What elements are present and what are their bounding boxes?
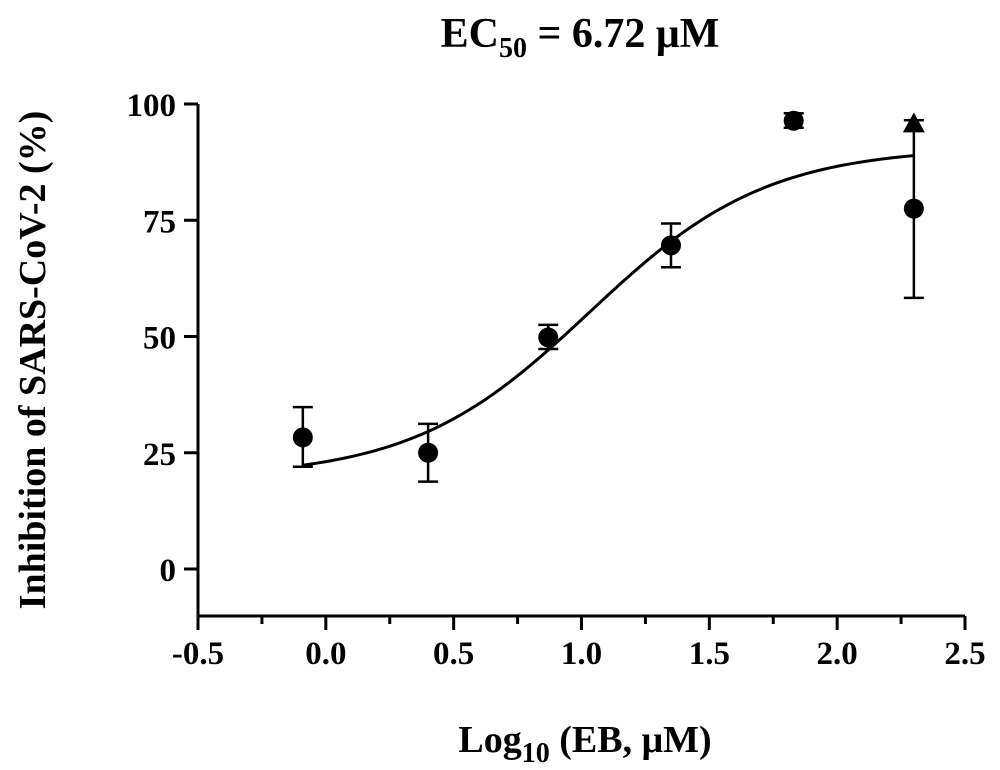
y-axis-title: Inhibition of SARS-CoV-2 (%) [12, 111, 54, 610]
data-point [783, 110, 804, 131]
x-tick-label: 2.5 [944, 636, 985, 672]
fit-curve-layer [302, 154, 915, 467]
y-tick-label: 50 [143, 321, 176, 357]
chart-title-subscript: 50 [499, 33, 527, 64]
data-point [292, 427, 313, 448]
x-ticks: -0.5 0.0 0.5 1.0 1.5 2.0 2.5 [172, 616, 986, 672]
y-ticks: 0 25 50 75 100 [127, 88, 198, 589]
x-tick-label: 1.5 [689, 636, 730, 672]
x-tick-label: 2.0 [817, 636, 858, 672]
y-tick-label: 25 [143, 437, 176, 473]
fit-curve [302, 154, 915, 467]
x-axis-title: Log10 (EB, μM) [458, 719, 711, 769]
x-tick-label: 0.0 [305, 636, 346, 672]
x-axis-title-subscript: 10 [522, 738, 550, 769]
x-tick-label: -0.5 [172, 636, 224, 672]
chart-title: EC50 = 6.72 μM [441, 11, 720, 64]
y-tick-label: 75 [143, 204, 176, 240]
data-point [538, 327, 559, 348]
y-tick-label: 0 [160, 553, 177, 589]
data-point-triangle [902, 112, 925, 133]
data-point [660, 235, 681, 256]
data-point [903, 198, 924, 219]
data-points-layer [292, 110, 925, 483]
data-point [418, 442, 439, 463]
x-tick-label: 1.0 [561, 636, 602, 672]
x-tick-label: 0.5 [433, 636, 474, 672]
y-tick-label: 100 [127, 88, 177, 124]
